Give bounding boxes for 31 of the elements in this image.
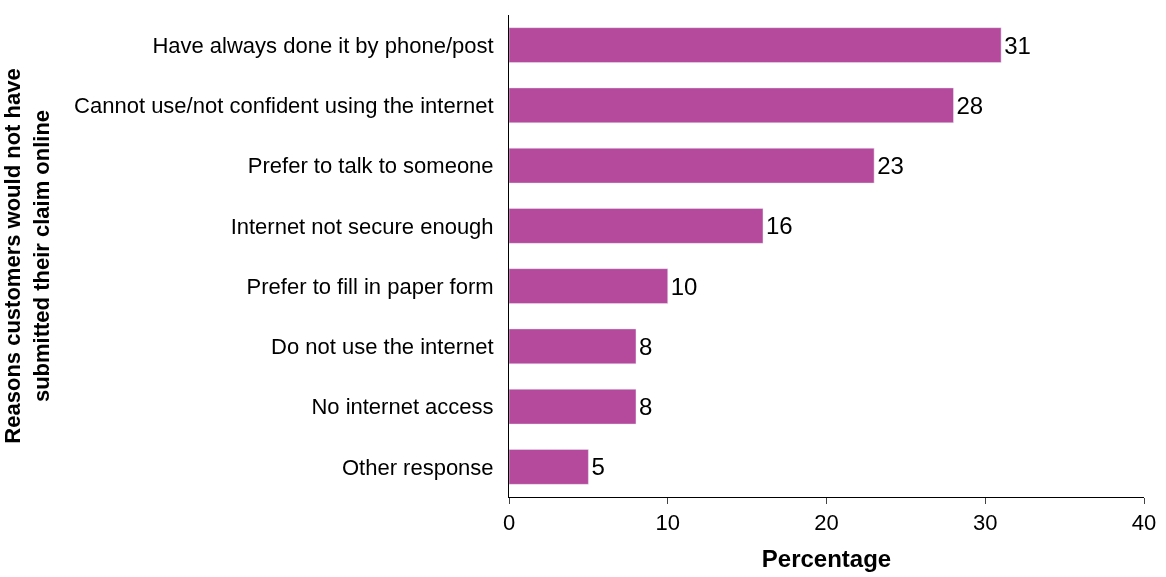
y-tick-label: Other response: [341, 454, 494, 480]
bar: [509, 208, 764, 244]
x-axis-title: Percentage: [761, 544, 892, 572]
x-tick-label: 30: [973, 510, 998, 536]
data-label: 10: [670, 272, 698, 300]
x-tick-label: 40: [1131, 510, 1157, 536]
y-tick-label: Prefer to fill in paper form: [246, 273, 494, 299]
y-tick-label: Prefer to talk to someone: [247, 153, 494, 179]
y-tick-label: Cannot use/not confident using the internet: [74, 93, 494, 119]
y-tick-label: Do not use the internet: [271, 334, 494, 360]
x-tick-label: 20: [814, 510, 839, 536]
data-label: 5: [591, 453, 605, 481]
bar: [509, 27, 1002, 63]
data-label: 8: [639, 332, 653, 360]
bar: [509, 268, 668, 304]
data-label: 8: [639, 393, 653, 421]
x-tick-label: 10: [655, 510, 680, 536]
y-tick-label: Have always done it by phone/post: [152, 32, 494, 58]
data-label: 31: [1004, 31, 1031, 59]
bar: [509, 87, 954, 124]
data-label: 28: [956, 91, 984, 119]
data-label: 23: [877, 152, 904, 180]
bar: [509, 147, 875, 184]
data-label: 16: [766, 212, 793, 240]
bar: [509, 388, 637, 425]
y-axis-title: Reasons customers would not have submitted their claim online: [0, 68, 54, 444]
y-tick-label: Internet not secure enough: [230, 213, 494, 239]
bar: [509, 449, 589, 485]
y-tick-label: No internet access: [311, 394, 494, 420]
bar: [509, 328, 637, 365]
x-tick-label: 0: [502, 510, 516, 536]
